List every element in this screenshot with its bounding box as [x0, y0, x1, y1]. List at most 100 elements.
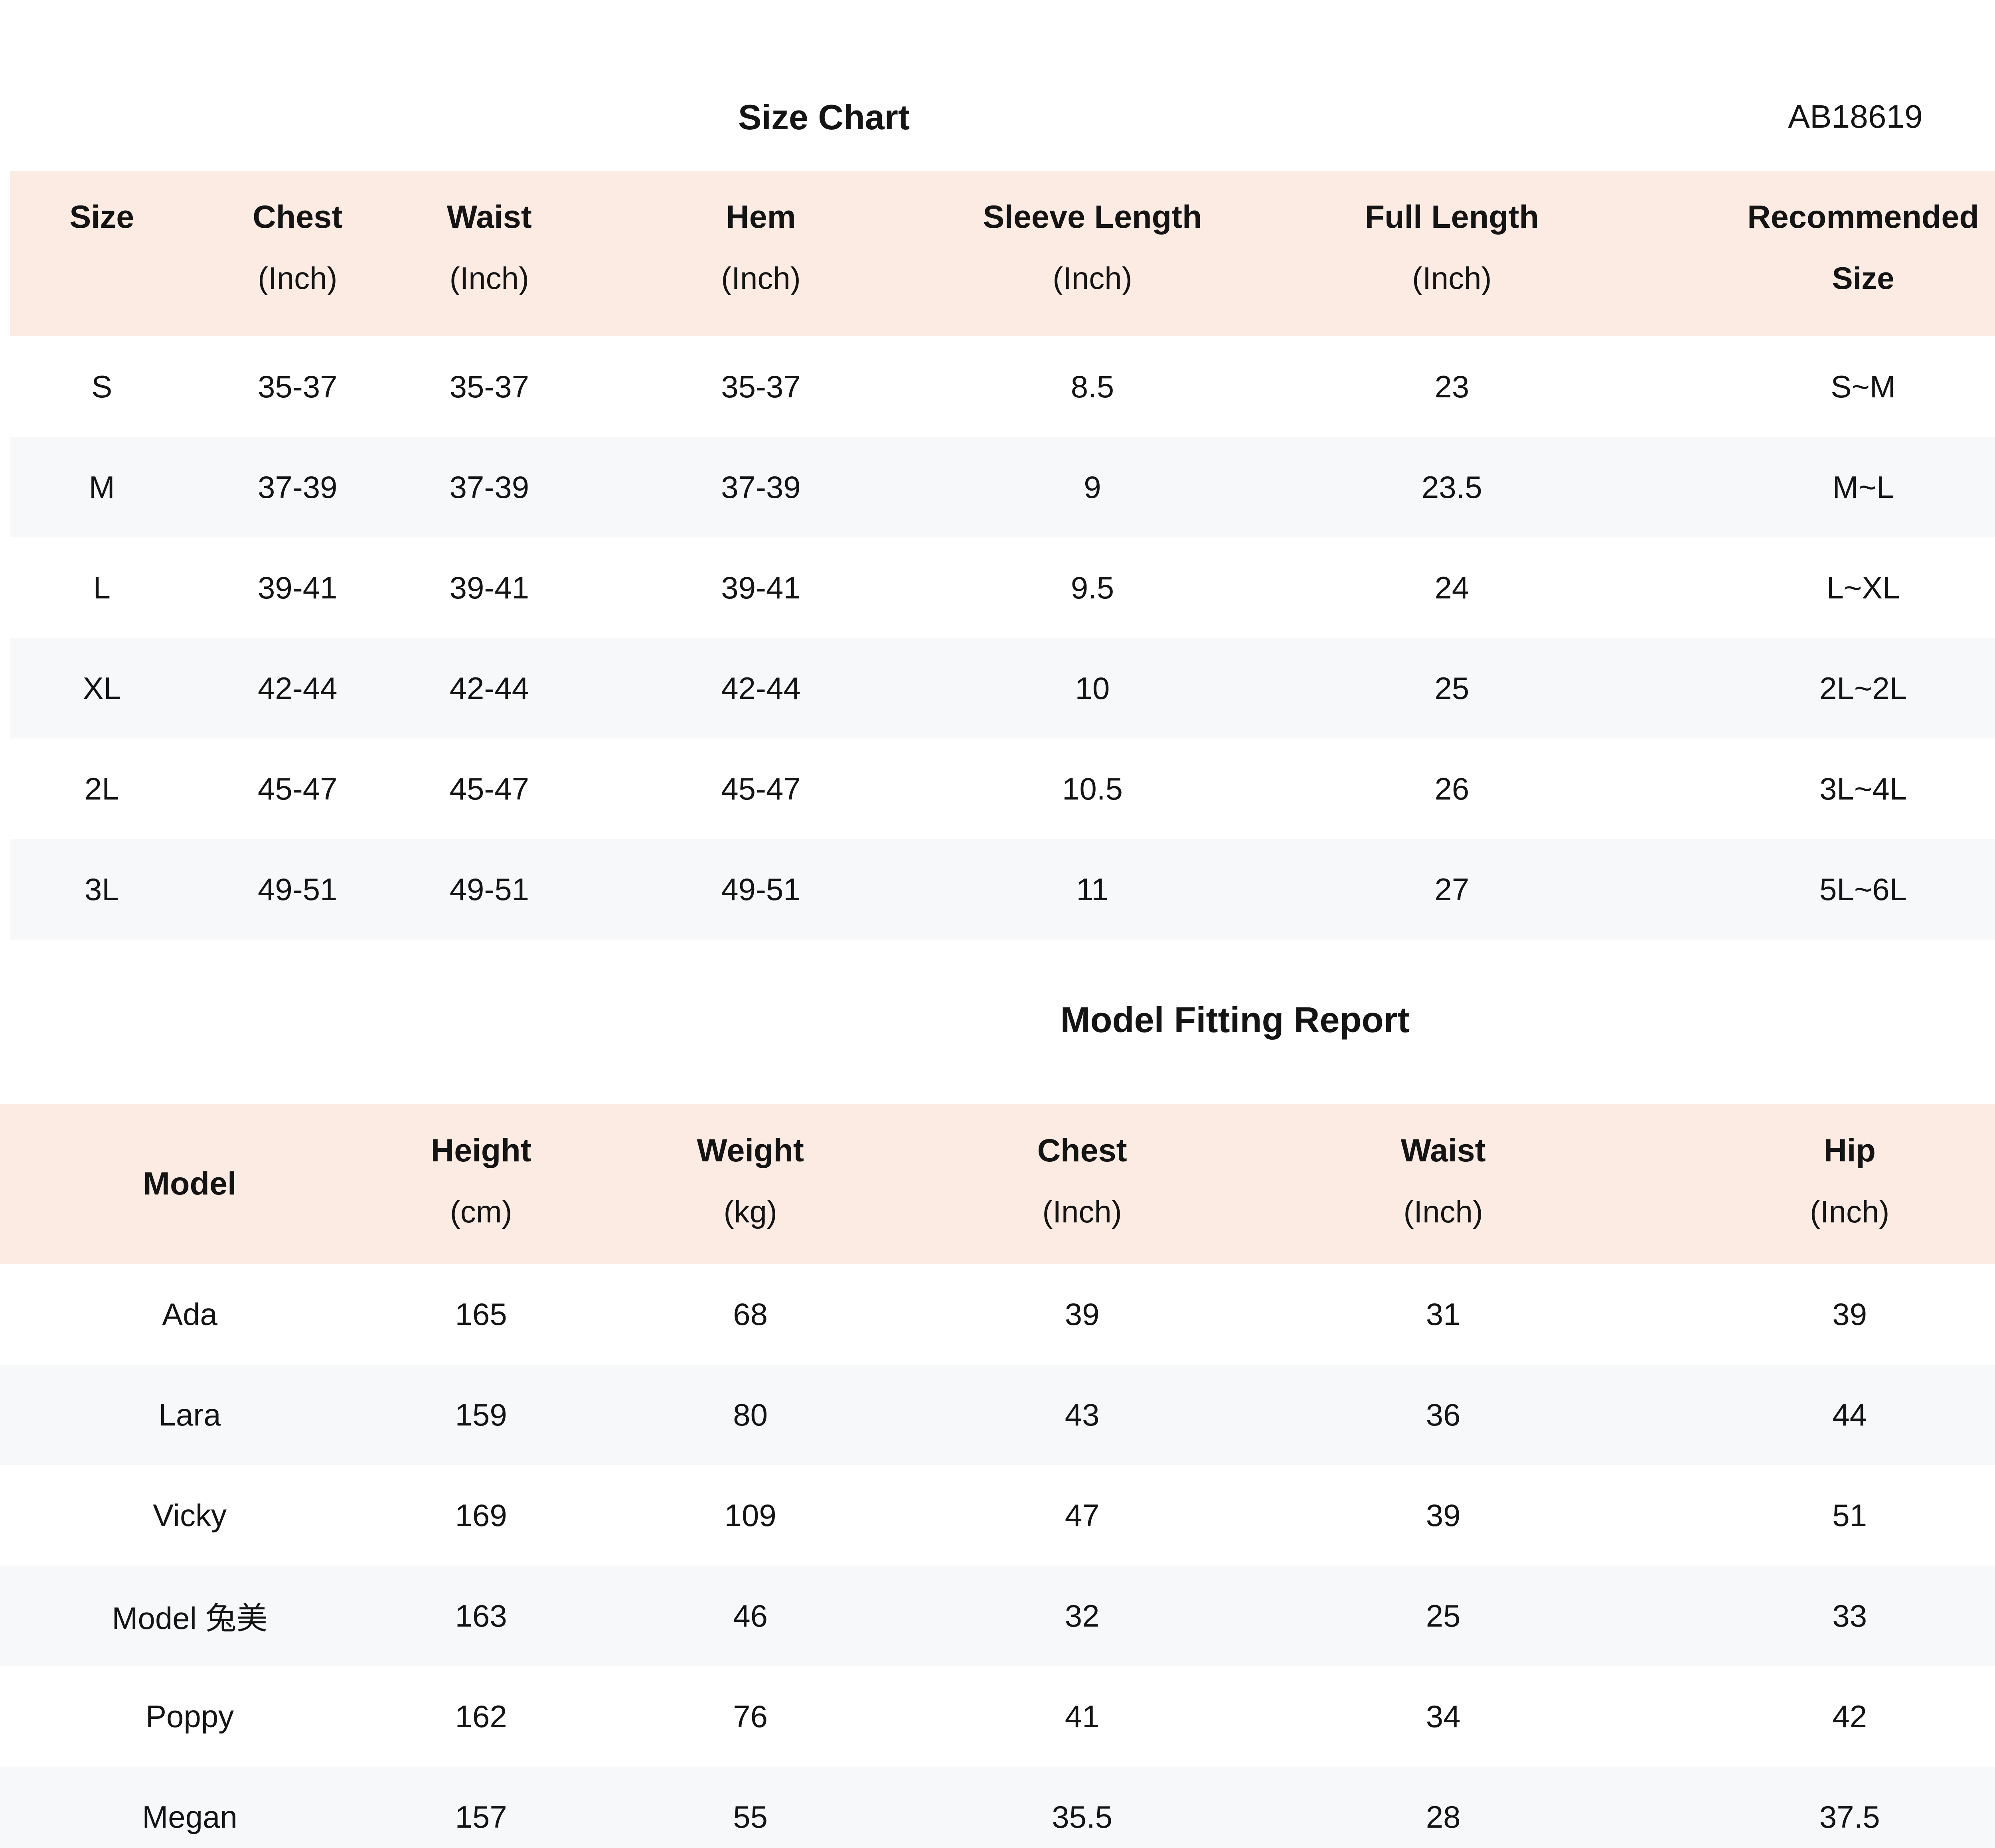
- size_chart-cell: 3L~4L: [1819, 771, 1907, 806]
- size_chart-cell: 35-37: [449, 369, 529, 404]
- size_chart-cell: 39-41: [258, 570, 338, 605]
- column-label: Chest: [1037, 1133, 1127, 1169]
- size_chart-cell: 35-37: [258, 369, 338, 404]
- fitting_report-cell: 39: [1065, 1296, 1100, 1332]
- size_chart-cell: 42-44: [449, 670, 529, 706]
- size_chart-cell: 39-41: [449, 570, 529, 605]
- fitting_report-cell: 25: [1426, 1598, 1461, 1633]
- column-label: Recommended: [1747, 199, 1979, 235]
- model-fitting-table: Model Height (cm) Weight (kg) Chest (Inch) Wais…: [0, 1104, 1995, 1848]
- size_chart-header-row: Size Chest (Inch) Waist (Inch) Hem (Inch) Sleev…: [10, 171, 1995, 336]
- fitting_report-cell: Poppy: [145, 1698, 234, 1734]
- column-label: Height: [431, 1133, 531, 1169]
- fitting_report-row-lara: Lara15980433644Fit in 2L: [0, 1364, 1995, 1465]
- fitting_report-cell: 47: [1065, 1497, 1100, 1533]
- size_chart-cell: 23.5: [1421, 469, 1482, 505]
- fitting_report-cell: 32: [1065, 1598, 1100, 1633]
- fitting_report-cell: Megan: [142, 1799, 237, 1834]
- column-unit: (Inch): [1810, 1194, 1890, 1230]
- size-chart-table: Size Chest (Inch) Waist (Inch) Hem (Inch) Sleev…: [10, 171, 1995, 940]
- fitting_report-cell: 34: [1426, 1698, 1461, 1734]
- fitting-report-title: Model Fitting Report: [1060, 1000, 1410, 1040]
- column-label: Chest: [253, 199, 343, 235]
- size_chart-cell: 49-51: [449, 871, 529, 907]
- column-unit: (cm): [450, 1194, 512, 1230]
- fitting_report-row-poppy: Poppy16276413442Fit in XL: [0, 1666, 1995, 1767]
- size_chart-cell: 23: [1434, 369, 1470, 404]
- column-header-chest: Chest (Inch): [918, 1104, 1246, 1264]
- column-unit: (Inch): [1053, 261, 1132, 296]
- fitting_report-cell: 162: [455, 1698, 507, 1734]
- fitting_report-cell: 28: [1426, 1799, 1461, 1834]
- size_chart-cell: 10: [1075, 670, 1110, 706]
- column-header-full-length: Full Length (Inch): [1240, 171, 1663, 336]
- fitting_report-cell: 43: [1065, 1397, 1100, 1432]
- size_chart-cell: 37-39: [258, 469, 338, 505]
- column-label: Hip: [1823, 1133, 1876, 1169]
- size_chart-cell: 49-51: [721, 871, 801, 907]
- column-unit: (Inch): [1412, 261, 1492, 296]
- fitting_report-cell: Vicky: [153, 1497, 227, 1533]
- size_chart-cell: 3L: [84, 871, 119, 907]
- fitting_report-cell: 76: [733, 1698, 768, 1734]
- size_chart-cell: M~L: [1832, 469, 1894, 505]
- size_chart-cell: S: [91, 369, 113, 404]
- size_chart-row-s: S 35-37 35-37 35-37 8.5 23 S~M: [10, 336, 1995, 437]
- fitting_report-cell: 35.5: [1052, 1799, 1112, 1834]
- fitting_report-cell: 68: [733, 1296, 768, 1332]
- column-label: Size: [69, 199, 134, 235]
- page-title: Size Chart: [738, 97, 910, 137]
- size_chart-cell: 2L~2L: [1819, 670, 1907, 706]
- size_chart-row-m: M 37-39 37-39 37-39 9 23.5 M~L: [10, 437, 1995, 537]
- column-header-chest: Chest (Inch): [194, 171, 401, 336]
- fitting_report-cell: 55: [733, 1799, 768, 1834]
- column-header-hip: Hip (Inch): [1640, 1104, 1995, 1264]
- fitting_report-cell: Ada: [162, 1296, 217, 1332]
- size_chart-cell: M: [89, 469, 115, 505]
- column-unit: (Inch): [721, 261, 801, 296]
- product-code: AB18619: [1788, 99, 1923, 135]
- fitting_report-cell: 80: [733, 1397, 768, 1432]
- fitting_report-cell: 51: [1832, 1497, 1867, 1533]
- fitting_report-cell: 31: [1426, 1296, 1461, 1332]
- size_chart-cell: 24: [1434, 570, 1470, 605]
- size_chart-row-3l: 3L 49-51 49-51 49-51 11 27 5L~6L: [10, 839, 1995, 940]
- column-unit: (Inch): [1042, 1194, 1122, 1230]
- fitting_report-cell: 44: [1832, 1397, 1867, 1432]
- column-unit: (kg): [723, 1194, 777, 1230]
- fitting_report-cell: 109: [724, 1497, 776, 1533]
- size_chart-cell: 2L: [84, 771, 119, 806]
- column-header-hem: Hem (Inch): [577, 171, 945, 336]
- column-header-model: Model: [0, 1104, 379, 1264]
- size_chart-cell: 11: [1076, 871, 1109, 907]
- size_chart-row-2l: 2L 45-47 45-47 45-47 10.5 26 3L~4L: [10, 738, 1995, 839]
- column-header-height: Height (cm): [379, 1104, 583, 1264]
- size_chart-cell: L: [93, 570, 111, 605]
- column-label: Hem: [726, 199, 796, 235]
- column-unit: (Inch): [258, 261, 338, 296]
- size_chart-cell: 42-44: [721, 670, 801, 706]
- column-unit: (Inch): [1403, 1194, 1483, 1230]
- size_chart-cell: L~XL: [1826, 570, 1900, 605]
- size_chart-cell: 45-47: [258, 771, 338, 806]
- column-label: Waist: [446, 199, 532, 235]
- size_chart-cell: 10.5: [1062, 771, 1123, 806]
- column-label: Waist: [1400, 1133, 1486, 1169]
- size_chart-row-l: L 39-41 39-41 39-41 9.5 24 L~XL: [10, 537, 1995, 638]
- fitting_report-row-vicky: Vicky169109473951Fit in 3L: [0, 1465, 1995, 1566]
- fitting_report-cell: 37.5: [1819, 1799, 1880, 1834]
- column-label: Model: [143, 1166, 237, 1202]
- size_chart-cell: 9: [1084, 469, 1101, 505]
- size_chart-cell: 42-44: [258, 670, 338, 706]
- fitting_report-cell: 39: [1832, 1296, 1867, 1332]
- column-header-size: Size: [10, 171, 194, 336]
- fitting_report-cell: Model 兔美: [112, 1601, 268, 1636]
- fitting_report-cell: 36: [1426, 1397, 1461, 1432]
- size_chart-cell: 37-39: [721, 469, 801, 505]
- column-header-weight: Weight (kg): [583, 1104, 918, 1264]
- fitting_report-cell: 157: [455, 1799, 507, 1834]
- size_chart-cell: 45-47: [721, 771, 801, 806]
- size_chart-cell: 26: [1434, 771, 1470, 806]
